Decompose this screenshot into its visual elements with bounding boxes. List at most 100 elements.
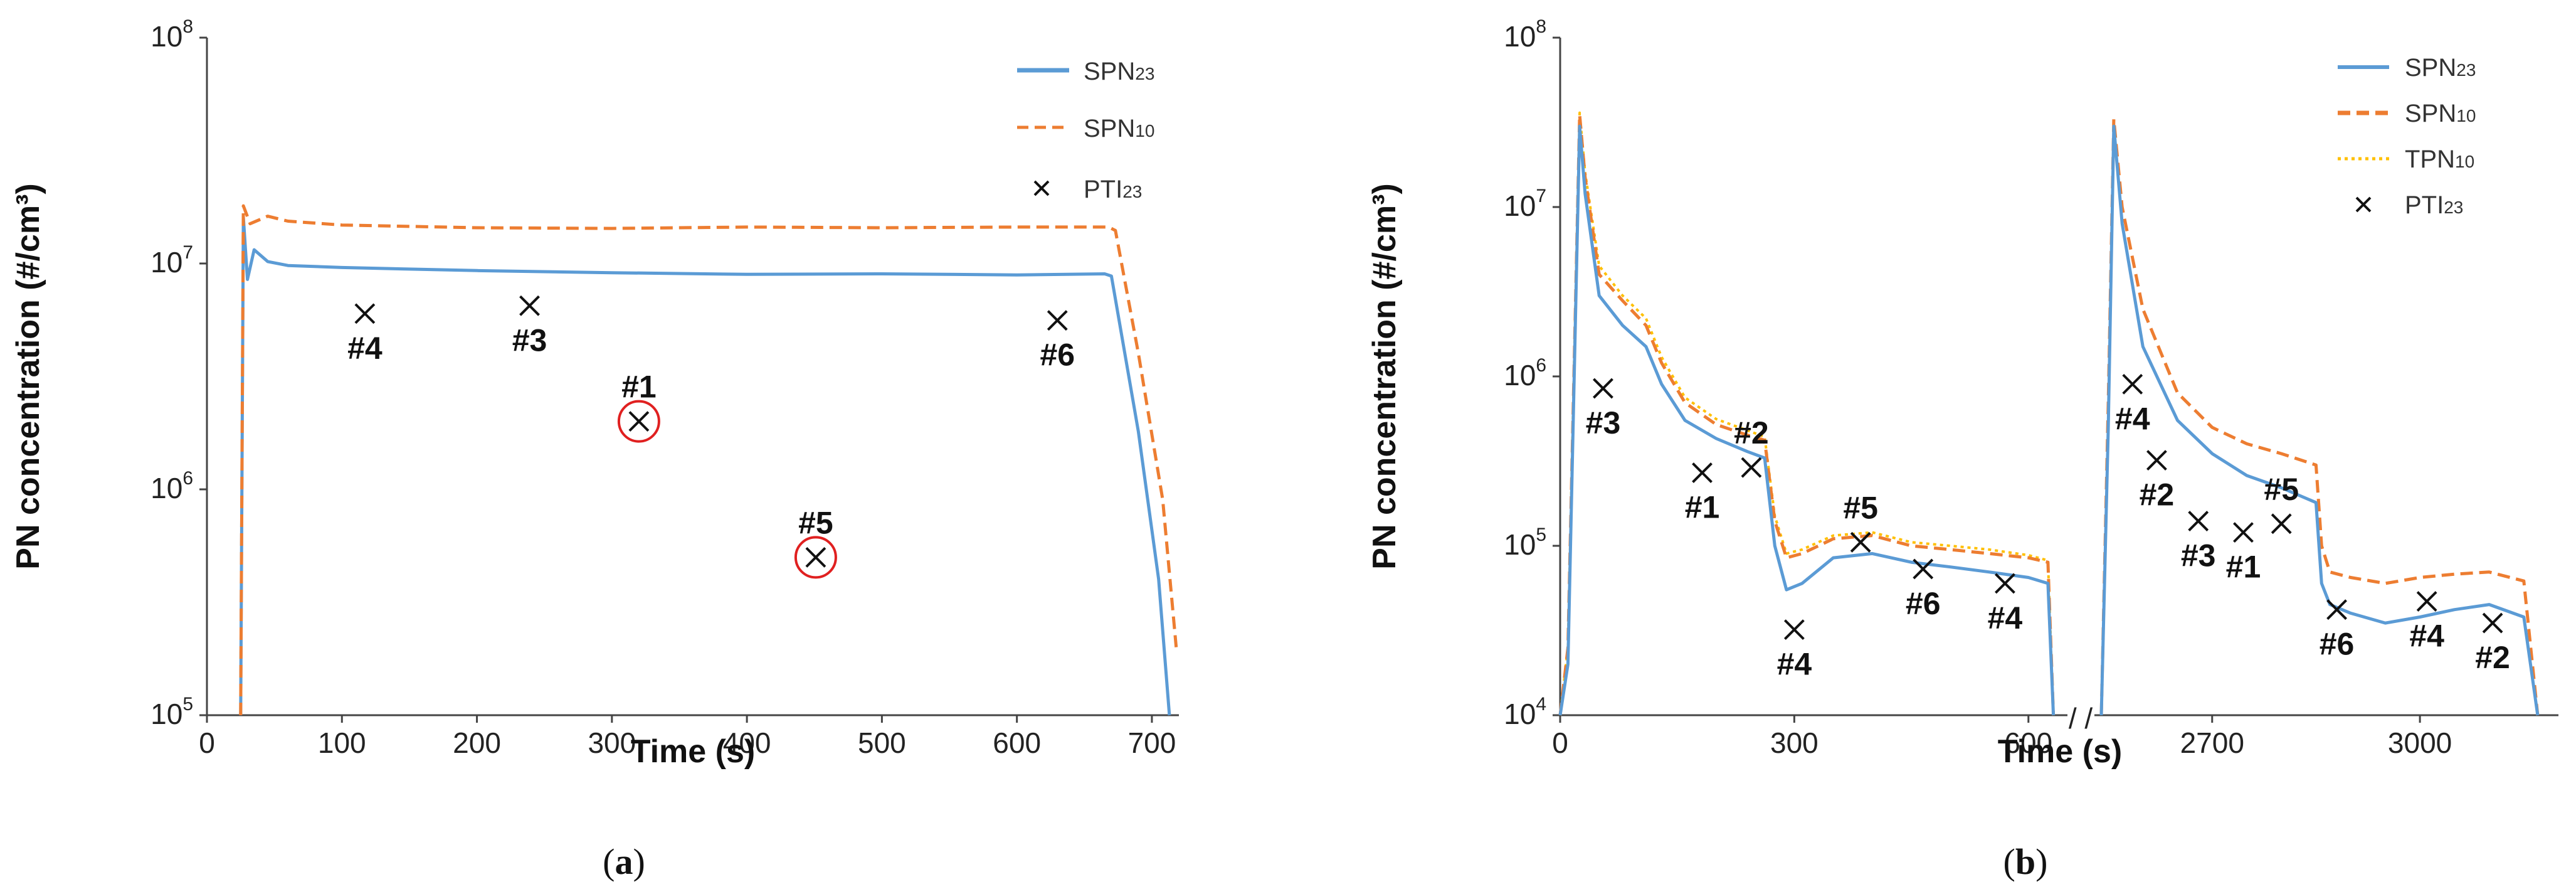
panel-a-x-tick-label: 400: [723, 726, 771, 759]
panel-b-marker-cross-stroke: [1995, 573, 2015, 594]
panel-a-pti23-marker: [519, 295, 540, 316]
panel-b-pti23-marker: [2482, 612, 2503, 634]
panel-a-legend-entry-spn23: SPN23: [1084, 58, 1154, 85]
panel-b-marker-label: #3: [1586, 405, 1621, 440]
panel-a-x-tick-label: 300: [588, 726, 636, 759]
panel-b-series-spn10: [1558, 113, 2056, 716]
panel-b-series-tpn10: [1559, 111, 2055, 716]
panel-b-legend-entry-tpn10: TPN10: [2405, 146, 2474, 173]
panel-b-series-spn23: [1558, 124, 2056, 716]
panel-b-caption: (b): [2003, 841, 2048, 882]
panel-b-marker-cross-stroke: [2188, 511, 2209, 531]
panel-b-marker-label: #1: [2226, 550, 2261, 585]
panel-a-pti23-marker: [354, 303, 376, 324]
panel-b-pti23-marker: [2122, 373, 2143, 395]
panel-b-pti23-marker: [1913, 558, 1934, 580]
panel-b-x-tick-label: 2700: [2180, 726, 2244, 759]
panel-a-chart: 0 100 200 300 400 500 600 700 105 106 107 108 #4 #3…: [10, 16, 1179, 882]
panel-b-pti23-marker: [1850, 531, 1871, 553]
panel-a-series-spn10: [239, 204, 1178, 716]
panel-a-marker-cross-stroke: [519, 295, 540, 316]
panel-a-marker-cross-stroke: [1047, 310, 1068, 331]
panel-b-y-axis-label: PN concentration (#/cm³): [1366, 183, 1403, 569]
panel-a-x-tick-label: 100: [318, 726, 366, 759]
panel-b-marker-cross-stroke: [2416, 591, 2437, 612]
panel-a-pti23-marker: [617, 400, 660, 443]
panel-a-marker-label: #4: [347, 331, 383, 366]
panel-b-marker-label: #2: [2140, 477, 2175, 513]
panel-a-marker-cross-stroke: [354, 303, 376, 324]
panel-b-legend-entry-spn10: SPN10: [2405, 100, 2476, 127]
panel-a-series-spn23: [239, 216, 1171, 716]
panel-a-y-tick-label: 108: [150, 16, 193, 53]
panel-b-x-tick-label: 300: [1770, 726, 1819, 759]
panel-b-chart: / / 0 300 600 2700 3000 104 105 106 107 108 #3 #1…: [1366, 16, 2558, 882]
panel-b-marker-cross-stroke: [1850, 531, 1871, 553]
panel-b-marker-cross-stroke: [2233, 522, 2254, 543]
panel-a-marker-highlight-circle: [617, 400, 660, 443]
panel-b-legend: SPN23 SPN10 TPN10 PTI23: [2338, 54, 2476, 219]
panel-b-series-spn23: [2099, 124, 2540, 716]
panel-b-marker-label: #6: [2320, 627, 2355, 662]
panel-a-y-axis-label: PN concentration (#/cm³): [10, 183, 46, 569]
panel-b-marker-label: #4: [1777, 647, 1812, 682]
panel-b-pti23-marker: [2271, 513, 2292, 535]
panel-b-x-axis-label: Time (s): [1998, 733, 2122, 770]
panel-b-x-tick-label: 0: [1552, 726, 1568, 759]
panel-a-marker-label: #5: [798, 505, 833, 540]
panel-b-legend-swatch-pti23: [2355, 196, 2372, 213]
panel-b-y-tick-label: 104: [1504, 694, 1546, 730]
panel-b-pti23-marker: [1783, 619, 1805, 641]
panel-b-marker-label: #4: [1988, 600, 2023, 636]
panel-a-legend-entry-pti23: PTI23: [1084, 176, 1142, 203]
panel-a-x-axis-label: Time (s): [631, 733, 755, 770]
panel-a-pti23-marker: [1047, 310, 1068, 331]
panel-b-pti23-marker: [2146, 450, 2167, 471]
panel-b-marker-cross-stroke: [2326, 599, 2347, 620]
panel-b-pti23-marker: [1995, 573, 2015, 594]
panel-b-pti23-marker: [2188, 511, 2209, 531]
panel-a-x-tick-label: 200: [453, 726, 501, 759]
panel-b-marker-cross-stroke: [1741, 457, 1762, 478]
panel-b-marker-cross-stroke: [2146, 450, 2167, 471]
panel-b-x-tick-label: 600: [2004, 726, 2052, 759]
panel-b-marker-label: #2: [1734, 415, 1769, 450]
panel-a-marker-label: #6: [1040, 338, 1075, 373]
panel-a-marker-label: #3: [512, 322, 547, 358]
panel-b-pti23-marker: [1741, 457, 1762, 478]
panel-a-x-tick-label: 0: [199, 726, 215, 759]
panel-b-x-tick-label: 3000: [2388, 726, 2452, 759]
panel-a-x-tick-label: 700: [1128, 726, 1176, 759]
panel-b-pti23-marker: [2416, 591, 2437, 612]
panel-b-legend-entry-pti23: PTI23: [2405, 191, 2463, 219]
panel-b-pti23-marker: [1692, 462, 1713, 483]
panel-a-y-tick-label: 106: [150, 468, 193, 504]
panel-b-y-tick-label: 105: [1504, 524, 1546, 561]
panel-b-marker-cross-stroke: [2271, 513, 2292, 535]
panel-a-marker-highlight-circle: [794, 536, 837, 579]
panel-b-y-tick-label: 107: [1504, 186, 1546, 222]
panel-b-marker-cross-stroke: [2122, 373, 2143, 395]
panel-a-y-tick-label: 107: [150, 242, 193, 279]
panel-a-y-tick-label: 105: [150, 694, 193, 730]
panel-b-y-tick-label: 108: [1504, 16, 1546, 53]
panel-b-marker-label: #6: [1906, 586, 1941, 621]
panel-b-marker-label: #1: [1685, 490, 1720, 525]
panel-b-marker-cross-stroke: [1913, 558, 1934, 580]
panel-b-marker-label: #3: [2181, 538, 2216, 573]
panel-b-marker-cross-stroke: [1593, 378, 1613, 399]
panel-b-marker-label: #2: [2475, 640, 2510, 675]
panel-b-axis-break: / /: [2069, 702, 2093, 735]
panel-a-caption: (a): [603, 841, 645, 882]
panel-b-marker-cross-stroke: [1783, 619, 1805, 641]
panel-a-marker-cross-stroke: [805, 546, 826, 568]
panel-a-legend-swatch-pti23: [1033, 180, 1050, 196]
panel-a-marker-cross-stroke: [628, 411, 650, 432]
panel-b-marker-cross-stroke: [1692, 462, 1713, 483]
panel-b-pti23-marker: [2233, 522, 2254, 543]
panel-a-x-tick-label: 600: [993, 726, 1041, 759]
panel-b-legend-entry-spn23: SPN23: [2405, 54, 2476, 82]
panel-b-pti23-marker: [1593, 378, 1613, 399]
panel-b-marker-cross-stroke: [2482, 612, 2503, 634]
